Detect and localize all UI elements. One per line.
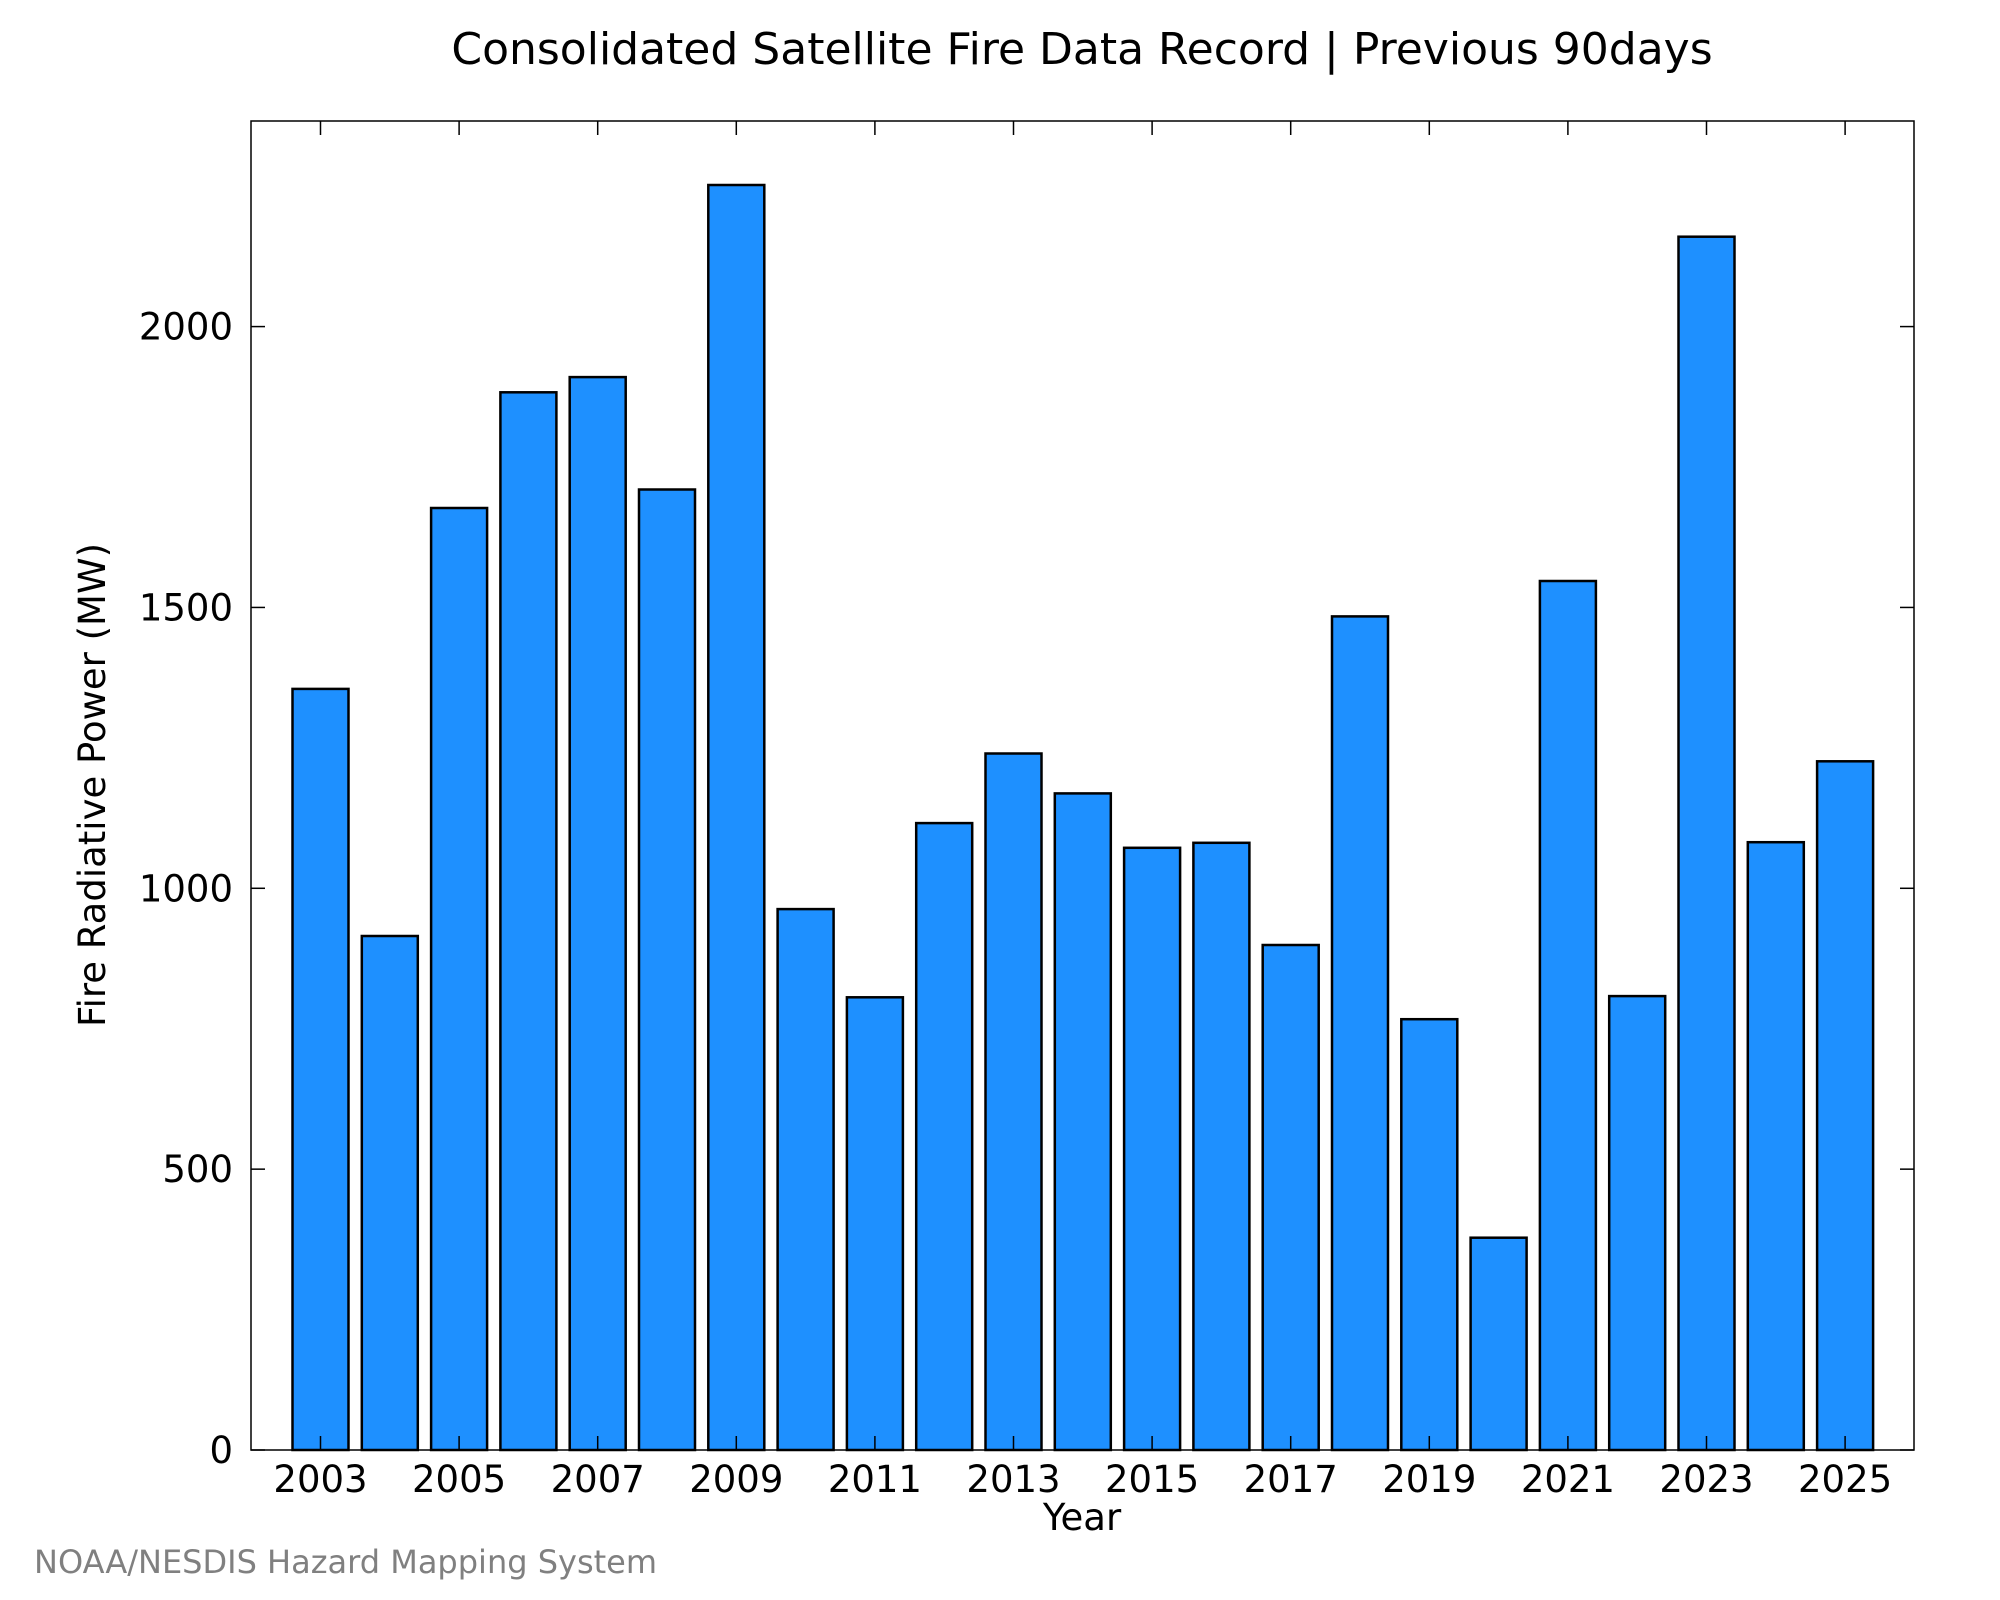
chart-title: Consolidated Satellite Fire Data Record … [451, 24, 1712, 75]
y-tick-label-1500: 1500 [139, 586, 233, 629]
bar-2007 [568, 375, 627, 1452]
plot-frame [250, 120, 1915, 1451]
x-tick-label-2017: 2017 [1244, 1458, 1338, 1501]
ticks-group: 0 500 1000 1500 2000 2003 2005 2007 2009 2011 2013… [139, 121, 1914, 1501]
bar-2017 [1261, 943, 1320, 1452]
x-axis-label: Year [1042, 1496, 1122, 1539]
bar-2004 [360, 934, 420, 1452]
y-axis-label: Fire Radiative Power (MW) [71, 543, 114, 1027]
bar-2020 [1469, 1236, 1528, 1452]
bar-2018 [1330, 615, 1390, 1452]
y-tick-label-1000: 1000 [139, 867, 233, 910]
bar-2015 [1122, 846, 1182, 1452]
x-tick-label-2009: 2009 [689, 1458, 783, 1501]
x-tick-label-2019: 2019 [1382, 1458, 1476, 1501]
bar-2024 [1746, 840, 1806, 1452]
bar-2006 [499, 391, 558, 1452]
bar-2011 [845, 996, 905, 1452]
bar-2023 [1677, 235, 1736, 1452]
bar-2021 [1538, 579, 1598, 1452]
x-tick-label-2015: 2015 [1105, 1458, 1199, 1501]
credit-text: NOAA/NESDIS Hazard Mapping System [34, 1543, 657, 1581]
x-tick-label-2021: 2021 [1521, 1458, 1615, 1501]
x-tick-label-2023: 2023 [1659, 1458, 1753, 1501]
x-tick-label-2025: 2025 [1798, 1458, 1892, 1501]
bars-group [291, 183, 1875, 1452]
x-tick-label-2011: 2011 [828, 1458, 922, 1501]
x-tick-label-2013: 2013 [966, 1458, 1060, 1501]
bar-2019 [1400, 1017, 1459, 1452]
y-tick-label-0: 0 [209, 1429, 233, 1472]
x-tick-label-2005: 2005 [412, 1458, 506, 1501]
bar-2025 [1815, 760, 1875, 1452]
bar-2016 [1192, 841, 1251, 1452]
bar-2005 [429, 506, 489, 1452]
bar-2013 [984, 752, 1043, 1452]
x-tick-label-2003: 2003 [273, 1458, 367, 1501]
y-tick-label-500: 500 [162, 1148, 233, 1191]
bar-2014 [1053, 792, 1113, 1452]
bar-2012 [914, 821, 974, 1452]
bar-2008 [637, 488, 697, 1452]
x-tick-label-2007: 2007 [551, 1458, 645, 1501]
bar-2010 [776, 907, 835, 1452]
bar-2022 [1607, 994, 1667, 1452]
y-tick-label-2000: 2000 [139, 306, 233, 349]
bar-2003 [291, 687, 350, 1452]
bar-2009 [707, 183, 766, 1452]
